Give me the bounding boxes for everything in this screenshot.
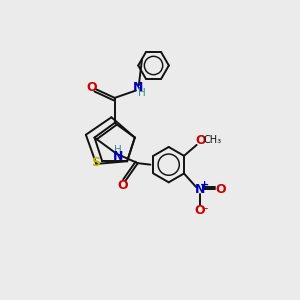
Text: O: O: [118, 179, 128, 192]
Text: O: O: [195, 134, 206, 147]
Text: S: S: [91, 156, 100, 169]
Text: ⁻: ⁻: [201, 205, 208, 218]
Text: H: H: [139, 88, 146, 98]
Text: O: O: [194, 204, 205, 217]
Text: H: H: [114, 145, 122, 155]
Text: O: O: [87, 81, 97, 94]
Text: CH₃: CH₃: [203, 135, 221, 145]
Text: +: +: [200, 180, 209, 190]
Text: O: O: [216, 183, 226, 196]
Text: N: N: [113, 150, 123, 163]
Text: N: N: [133, 81, 143, 94]
Text: N: N: [194, 183, 205, 196]
